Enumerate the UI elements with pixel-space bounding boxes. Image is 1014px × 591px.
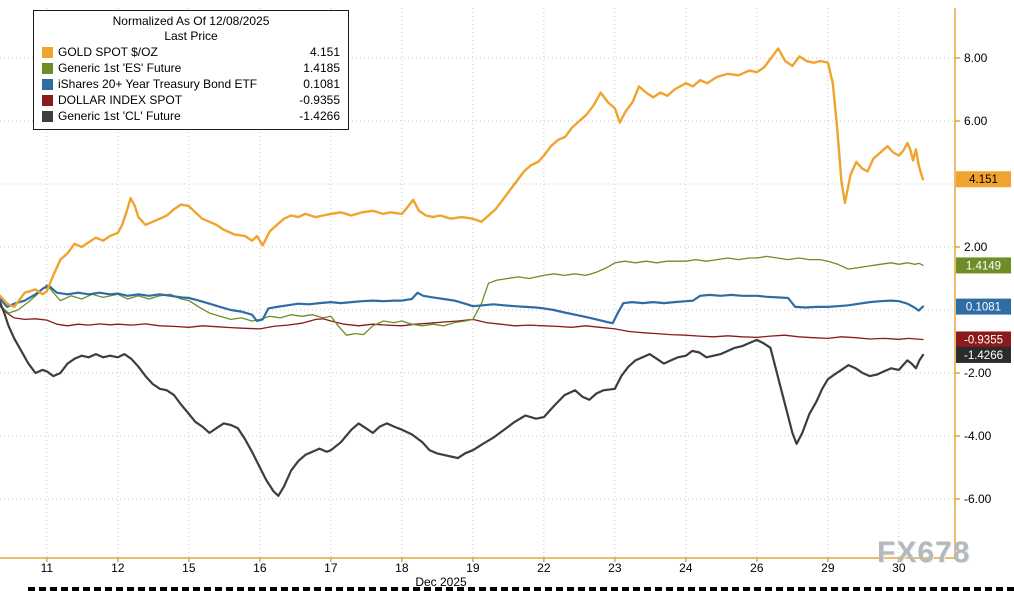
x-tick-label: 18 — [395, 561, 409, 575]
legend-item: iShares 20+ Year Treasury Bond ETF 0.1081 — [42, 76, 340, 92]
legend-swatch-icon — [42, 110, 53, 122]
legend-swatch-icon — [42, 94, 53, 106]
x-tick-label: 15 — [182, 561, 196, 575]
axis-price-badge-label: -0.9355 — [964, 334, 1003, 346]
x-tick-label: 17 — [324, 561, 338, 575]
x-tick-label: 30 — [892, 561, 906, 575]
legend-value: -0.9355 — [299, 93, 340, 107]
series-line-gold — [0, 47, 925, 309]
x-tick-label: 12 — [111, 561, 125, 575]
legend-value: -1.4266 — [299, 109, 340, 123]
cropped-footer-strip — [28, 587, 1014, 591]
axis-price-badge — [956, 331, 1011, 348]
legend-label: DOLLAR INDEX SPOT — [58, 93, 183, 107]
series-line-dxy — [0, 305, 924, 341]
series-line-es — [0, 255, 924, 336]
x-tick-label: 16 — [253, 561, 267, 575]
legend-label: Generic 1st 'ES' Future — [58, 61, 182, 75]
x-tick-label: 24 — [679, 561, 693, 575]
legend-item: GOLD SPOT $/OZ 4.151 — [42, 44, 340, 60]
axis-price-badge-label: -1.4266 — [964, 350, 1003, 362]
y-tick-label: 8.00 — [964, 51, 988, 65]
x-tick-label: 11 — [41, 561, 54, 575]
legend-item: Generic 1st 'CL' Future -1.4266 — [42, 108, 340, 124]
legend-value: 0.1081 — [303, 77, 340, 91]
legend-swatch-icon — [42, 62, 53, 74]
y-tick-label: -6.00 — [964, 492, 992, 506]
legend-label: Generic 1st 'CL' Future — [58, 109, 181, 123]
series-line-cl — [0, 301, 925, 497]
x-axis-title: Dec 2025 — [415, 575, 467, 589]
series-line-tlt — [0, 285, 925, 325]
y-tick-label: -2.00 — [964, 366, 992, 380]
axis-price-badge-label: 1.4149 — [966, 260, 1001, 272]
legend-label: GOLD SPOT $/OZ — [58, 45, 158, 59]
legend-swatch-icon — [42, 78, 53, 90]
legend-item: DOLLAR INDEX SPOT -0.9355 — [42, 92, 340, 108]
legend-value: 4.151 — [309, 45, 340, 59]
x-tick-label: 19 — [466, 561, 480, 575]
y-tick-label: 2.00 — [964, 240, 988, 254]
legend-item: Generic 1st 'ES' Future 1.4185 — [42, 60, 340, 76]
axis-price-badge — [956, 171, 1011, 188]
axis-price-badge — [956, 346, 1011, 363]
legend-rows: GOLD SPOT $/OZ 4.151 Generic 1st 'ES' Futu… — [42, 44, 340, 124]
legend-swatch-icon — [42, 46, 53, 58]
legend-title: Normalized As Of 12/08/2025 — [112, 14, 270, 28]
axis-price-badge-label: 4.151 — [969, 174, 998, 186]
y-tick-label: 6.00 — [964, 114, 988, 128]
x-tick-label: 26 — [750, 561, 764, 575]
x-tick-label: 23 — [608, 561, 622, 575]
x-tick-label: 29 — [821, 561, 835, 575]
legend-label: iShares 20+ Year Treasury Bond ETF — [58, 77, 258, 91]
axis-price-badge — [956, 257, 1011, 274]
legend-subtitle: Last Price — [164, 29, 218, 43]
axis-price-badge — [956, 298, 1011, 315]
watermark: FX678 — [877, 536, 971, 569]
legend-value: 1.4185 — [303, 61, 340, 75]
x-tick-label: 22 — [537, 561, 551, 575]
axis-price-badge-label: 0.1081 — [966, 302, 1001, 314]
y-tick-label: -4.00 — [964, 429, 992, 443]
legend-box: Normalized As Of 12/08/2025 Last Price G… — [33, 10, 349, 130]
